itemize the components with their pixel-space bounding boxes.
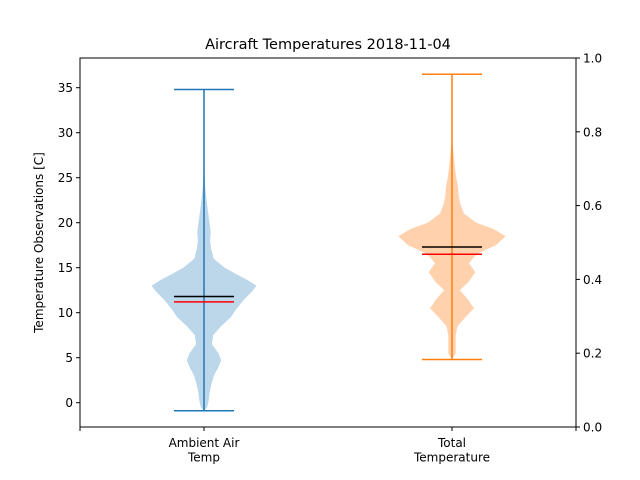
y-tick-label: 15 xyxy=(58,261,73,275)
right-y-tick-label: 0.2 xyxy=(583,347,602,361)
x-axis: Ambient Air Temp Total Temperature xyxy=(79,427,577,465)
right-y-tick-label: 1.0 xyxy=(583,52,602,66)
right-y-tick-label: 0.6 xyxy=(583,199,602,213)
chart-title: Aircraft Temperatures 2018-11-04 xyxy=(205,37,451,53)
y-tick-label: 10 xyxy=(58,306,73,320)
left-y-axis: 0 5 10 15 20 25 30 35 xyxy=(58,81,80,410)
y-tick-label: 25 xyxy=(58,171,73,185)
x-tick-label: Ambient Air Temp xyxy=(169,436,240,465)
right-y-axis: 0.0 0.2 0.4 0.6 0.8 1.0 xyxy=(576,52,602,435)
plot-area xyxy=(151,73,506,412)
axes-frame xyxy=(79,57,577,428)
right-y-tick-label: 0.8 xyxy=(583,125,602,139)
y-tick-label: 35 xyxy=(58,81,73,95)
y-tick-label: 0 xyxy=(65,396,73,410)
y-tick-label: 20 xyxy=(58,216,73,230)
x-tick-label: Total Temperature xyxy=(413,436,490,465)
y-axis-label: Temperature Observations [C] xyxy=(32,152,46,334)
right-y-tick-label: 0.4 xyxy=(583,273,602,287)
y-tick-label: 5 xyxy=(65,351,73,365)
y-tick-label: 30 xyxy=(58,126,73,140)
right-y-tick-label: 0.0 xyxy=(583,421,602,435)
